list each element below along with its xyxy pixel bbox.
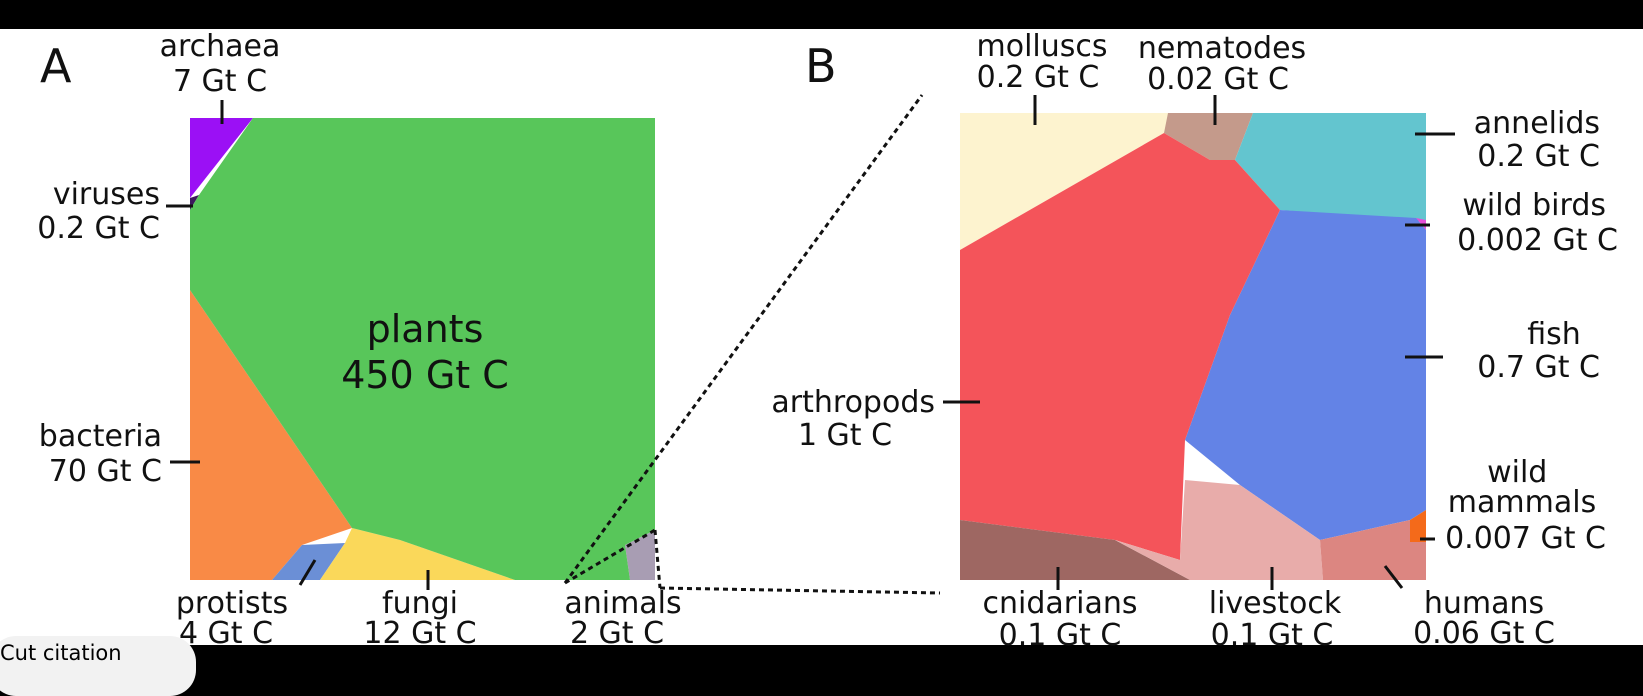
cell-archaea [190, 118, 253, 198]
cell-molluscs [960, 113, 1172, 250]
label-fish: fish [1527, 317, 1581, 352]
cell-plants [190, 118, 655, 580]
cell-arthropods [960, 133, 1280, 560]
label-wild-birds: wild birds [1462, 188, 1606, 223]
biomass-voronoi-figure: A B [0, 29, 1643, 653]
label-wild-mammals-line2: mammals [1448, 485, 1596, 520]
label-fungi: fungi [382, 586, 458, 621]
value-fungi: 12 Gt C [363, 616, 476, 651]
leader-lines [166, 95, 1455, 590]
value-cnidarians: 0.1 Gt C [999, 618, 1122, 653]
value-wild-birds: 0.002 Gt C [1457, 223, 1618, 258]
value-livestock: 0.1 Gt C [1211, 618, 1334, 653]
label-plants: plants [367, 307, 484, 351]
label-wild-mammals-line1: wild [1487, 455, 1547, 490]
panel-b-cells [960, 113, 1426, 580]
value-viruses: 0.2 Gt C [37, 211, 160, 246]
value-wild-mammals: 0.007 Gt C [1445, 521, 1606, 556]
label-bacteria: bacteria [39, 419, 162, 454]
value-molluscs: 0.2 Gt C [977, 60, 1100, 95]
value-humans: 0.06 Gt C [1413, 616, 1555, 651]
label-humans: humans [1424, 586, 1544, 621]
cell-cnidarians [960, 520, 1190, 580]
figure-stage: A B [0, 29, 1643, 653]
cut-citation-label: Cut citation [0, 641, 122, 665]
label-molluscs: molluscs [976, 29, 1107, 64]
label-animals: animals [564, 586, 681, 621]
value-protists: 4 Gt C [179, 616, 273, 651]
label-wild-mammals: wild mammals [1448, 455, 1596, 520]
cell-fungi [320, 528, 515, 580]
label-protists: protists [176, 586, 288, 621]
value-nematodes: 0.02 Gt C [1147, 62, 1289, 97]
label-livestock: livestock [1209, 586, 1342, 621]
label-annelids: annelids [1474, 106, 1600, 141]
panel-a-labels: archaea 7 Gt C viruses 0.2 Gt C plants 4… [37, 29, 681, 651]
zoom-connector [563, 94, 941, 595]
cell-annelids [1235, 113, 1426, 222]
value-annelids: 0.2 Gt C [1477, 139, 1600, 174]
cell-fish [1185, 210, 1426, 540]
label-archaea: archaea [160, 29, 281, 64]
label-nematodes: nematodes [1138, 31, 1306, 66]
cut-citation-button[interactable]: Cut citation [0, 636, 196, 696]
cell-animals [625, 530, 655, 580]
cell-wild-mammals [1410, 510, 1426, 542]
value-arthropods: 1 Gt C [798, 418, 892, 453]
value-animals: 2 Gt C [570, 616, 664, 651]
value-fish: 0.7 Gt C [1477, 350, 1600, 385]
value-plants: 450 Gt C [341, 353, 509, 397]
label-cnidarians: cnidarians [983, 586, 1138, 621]
cell-nematodes [1164, 113, 1253, 160]
cell-protists [272, 543, 345, 580]
cell-livestock [1115, 480, 1323, 580]
panel-letter: A [40, 39, 72, 93]
label-viruses: viruses [53, 177, 160, 212]
panel-a-cells [190, 118, 655, 580]
cell-bacteria [190, 210, 352, 580]
panel-b-labels: molluscs 0.2 Gt C nematodes 0.02 Gt C an… [771, 29, 1618, 653]
value-archaea: 7 Gt C [173, 64, 267, 99]
label-arthropods: arthropods [771, 385, 935, 420]
value-bacteria: 70 Gt C [49, 454, 162, 489]
cell-humans [1320, 520, 1426, 580]
panel-letter: B [805, 39, 837, 93]
